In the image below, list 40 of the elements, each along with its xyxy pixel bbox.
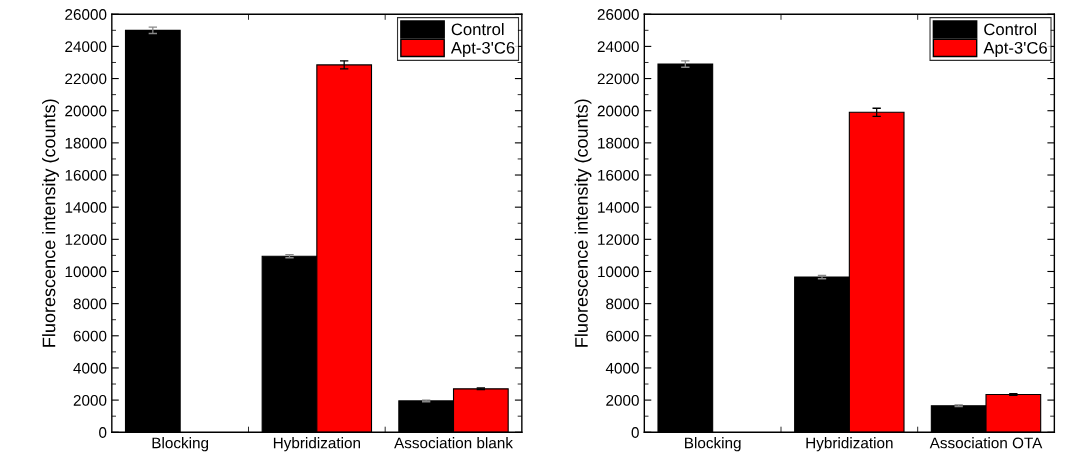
legend-label: Control bbox=[984, 23, 1036, 36]
y-tick-label: 24000 bbox=[597, 41, 639, 53]
y-tick-label: 14000 bbox=[598, 202, 639, 213]
legend-label: Apt-3'C6 bbox=[450, 41, 515, 57]
y-tick-label: 6000 bbox=[73, 330, 107, 342]
y-axis-title: Fluorescence intensity (counts) bbox=[42, 99, 59, 347]
y-tick-label: 16000 bbox=[598, 169, 639, 181]
y-tick-label: 8000 bbox=[606, 298, 639, 310]
y-tick-label: 14000 bbox=[65, 202, 107, 213]
x-tick-label: Association blank bbox=[394, 437, 513, 449]
y-tick-label: 22000 bbox=[65, 73, 107, 85]
y-tick-label: 12000 bbox=[598, 234, 639, 246]
y-tick-label: 4000 bbox=[605, 362, 639, 374]
y-tick-label: 18000 bbox=[65, 137, 107, 149]
y-tick-label: 26000 bbox=[65, 9, 107, 20]
y-tick-label: 22000 bbox=[597, 73, 639, 85]
x-tick-label: Blocking bbox=[685, 437, 741, 452]
x-tick-label: Hybridization bbox=[806, 437, 893, 452]
y-tick-label: 6000 bbox=[606, 330, 639, 342]
y-tick-label: 0 bbox=[631, 427, 639, 438]
y-tick-label: 0 bbox=[99, 427, 107, 438]
y-tick-label: 2000 bbox=[606, 394, 639, 406]
y-axis-title: Fluorescence intensity (counts) bbox=[574, 99, 592, 347]
y-tick-label: 10000 bbox=[65, 266, 107, 278]
y-tick-label: 2000 bbox=[73, 394, 107, 406]
x-tick-label: Blocking bbox=[152, 437, 209, 452]
y-tick-label: 20000 bbox=[597, 105, 639, 117]
y-tick-label: 8000 bbox=[73, 298, 107, 310]
y-tick-label: 16000 bbox=[65, 169, 107, 181]
y-tick-label: 4000 bbox=[73, 362, 107, 374]
x-tick-label: Association OTA bbox=[929, 437, 1043, 449]
y-tick-label: 24000 bbox=[65, 41, 107, 53]
y-tick-label: 20000 bbox=[65, 105, 107, 117]
y-tick-label: 18000 bbox=[598, 137, 639, 149]
y-tick-label: 12000 bbox=[65, 234, 107, 246]
y-tick-label: 26000 bbox=[597, 9, 639, 20]
legend-label: Apt-3'C6 bbox=[983, 41, 1047, 57]
y-tick-label: 10000 bbox=[598, 266, 639, 278]
x-tick-label: Hybridization bbox=[273, 437, 360, 452]
legend-label: Control bbox=[451, 23, 504, 36]
